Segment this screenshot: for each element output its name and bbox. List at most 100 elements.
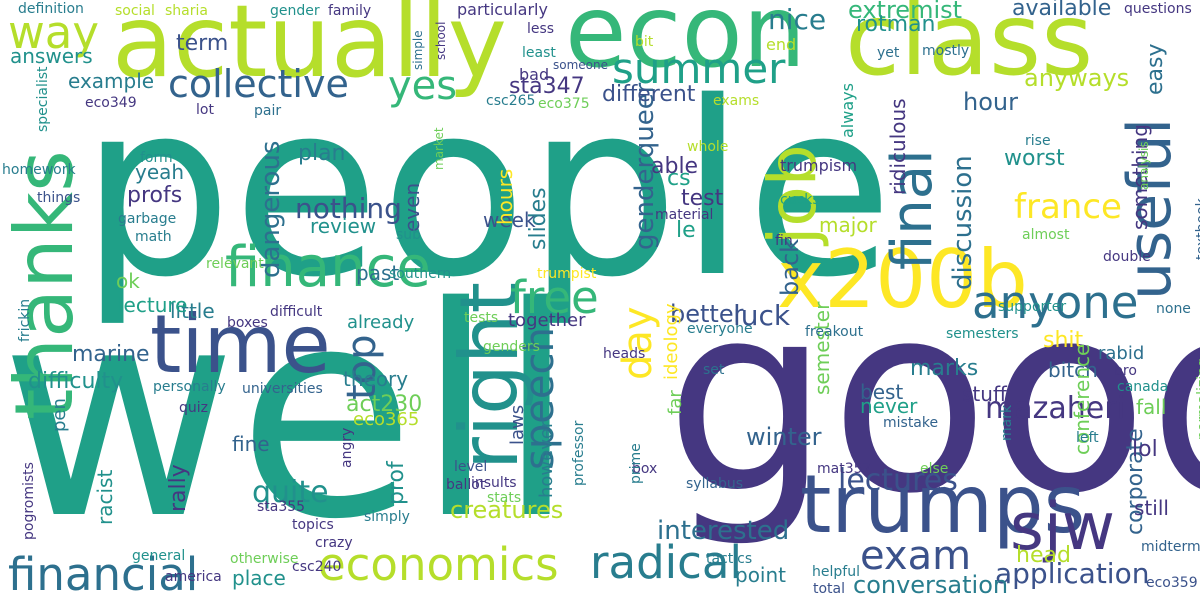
- word-questions: questions: [1124, 1, 1192, 17]
- word-personally: personally: [153, 379, 226, 395]
- word-together: together: [508, 310, 586, 331]
- word-available: available: [1012, 0, 1112, 21]
- word-mistake: mistake: [883, 415, 939, 431]
- word-heads: heads: [603, 346, 646, 362]
- word-luck: luck: [733, 299, 791, 332]
- word-ideology: ideology: [661, 303, 682, 380]
- word-almost: almost: [1022, 227, 1070, 243]
- word-well: well: [0, 246, 577, 583]
- word-stuff: stuff: [962, 382, 1007, 406]
- word-exam: exam: [860, 533, 972, 579]
- word-economics: economics: [318, 538, 559, 591]
- word-sta347: sta347: [509, 74, 585, 99]
- word-slides: slides: [526, 187, 551, 250]
- word-southern: southern: [389, 266, 452, 282]
- word-place: place: [232, 566, 286, 590]
- word-boxes: boxes: [227, 315, 268, 331]
- word-financial: financial: [8, 548, 199, 600]
- word-someone: someone: [553, 58, 608, 72]
- word-fine: fine: [232, 432, 270, 456]
- word-stats: stats: [487, 490, 522, 506]
- word-quite: quite: [252, 475, 329, 510]
- word-never: never: [860, 394, 918, 418]
- word-bro: bro: [1114, 363, 1137, 379]
- word-simple: simple: [411, 30, 425, 70]
- word-pogromists: pogromists: [21, 462, 37, 540]
- word-supporter: supporter: [998, 299, 1067, 315]
- word-hour: hour: [963, 88, 1018, 116]
- word-total: total: [813, 581, 846, 597]
- word-least: least: [522, 45, 556, 61]
- word-day: day: [615, 306, 661, 380]
- word-far: far: [665, 390, 686, 415]
- word-eco349: eco349: [85, 95, 137, 111]
- word-bad: bad: [519, 65, 550, 84]
- word-midterm: midterm: [1141, 539, 1200, 555]
- word-sharia: sharia: [165, 3, 208, 19]
- word-math: math: [135, 229, 172, 245]
- word-homework: homework: [2, 162, 76, 178]
- word-particularly: particularly: [457, 0, 548, 19]
- word-nothing: nothing: [295, 192, 402, 225]
- word-plan: plan: [298, 141, 346, 166]
- word-america: america: [165, 569, 222, 585]
- word-rabid: rabid: [1098, 343, 1145, 364]
- word-summer: summer: [612, 44, 786, 93]
- word-social: social: [115, 3, 155, 19]
- word-general: general: [132, 548, 186, 564]
- word-eco375: eco375: [538, 96, 590, 112]
- word-sub: sub: [396, 227, 422, 243]
- word-sta355: sta355: [257, 499, 306, 515]
- word-better: better: [670, 300, 744, 328]
- word-market: market: [432, 127, 446, 170]
- word-everyone: everyone: [687, 321, 753, 337]
- word-relevant: relevant: [206, 256, 264, 272]
- word-universities: universities: [242, 381, 323, 397]
- word-professor: professor: [571, 420, 587, 486]
- word-bitch: bitch: [1048, 358, 1098, 382]
- word-normalizing: normalizing: [1195, 358, 1200, 440]
- word-test: test: [681, 186, 724, 211]
- word-anyways: anyways: [1024, 64, 1130, 92]
- word-eco359: eco359: [1146, 575, 1198, 591]
- word-already: already: [347, 312, 415, 333]
- word-lecture: lecture: [118, 293, 188, 317]
- word-crazy: crazy: [315, 535, 353, 551]
- word-quiz: quiz: [179, 400, 208, 416]
- word-nice: nice: [768, 3, 827, 36]
- word-cucks: cucks: [780, 192, 820, 208]
- word-analysis: analysis: [1137, 141, 1151, 190]
- word-rally: rally: [166, 464, 191, 512]
- word-anyone: anyone: [972, 276, 1139, 329]
- word-sjw: sjw: [1010, 490, 1116, 565]
- word-major: major: [819, 213, 877, 237]
- word-theory: theory: [343, 367, 409, 391]
- word-freakout: freakout: [805, 324, 864, 340]
- word-form: form: [140, 150, 173, 166]
- word-fall: fall: [1136, 395, 1167, 419]
- word-answers: answers: [10, 44, 93, 68]
- word-x200b: x200b: [777, 233, 1028, 326]
- word-rise: rise: [1025, 133, 1051, 149]
- word-school: school: [434, 21, 448, 60]
- word-past: past: [356, 261, 400, 285]
- word-profs: profs: [127, 183, 183, 208]
- word-people: people: [80, 50, 894, 330]
- word-canada: canada: [1117, 379, 1169, 395]
- word-hours: hours: [493, 168, 517, 225]
- word-france: france: [1014, 187, 1122, 227]
- word-lectures: lectures: [838, 463, 958, 498]
- word-still: still: [1134, 496, 1169, 520]
- word-box: box: [632, 461, 658, 477]
- word-helpful: helpful: [812, 564, 860, 580]
- word-csc240: csc240: [292, 559, 342, 575]
- word-exams: exams: [713, 93, 760, 109]
- word-tactics: tactics: [706, 551, 753, 567]
- word-mark: mark: [999, 404, 1015, 441]
- word-else: else: [920, 461, 949, 477]
- word-time: time: [150, 298, 331, 391]
- word-extremist: extremist: [848, 0, 963, 24]
- word-worst: worst: [1004, 146, 1065, 171]
- word-trumpism: trumpism: [780, 156, 858, 175]
- word-marine: marine: [72, 342, 150, 367]
